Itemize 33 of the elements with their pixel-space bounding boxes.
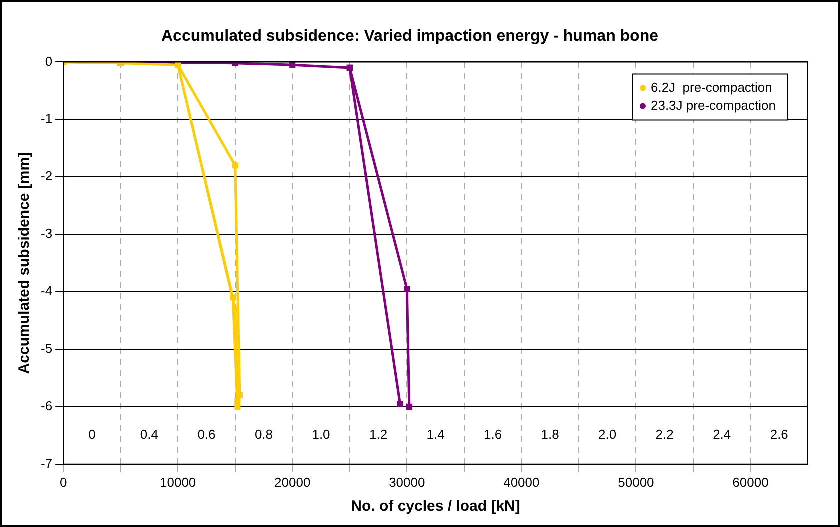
y-axis-title: Accumulated subsidence [mm] [16,152,34,374]
legend-label: 6.2J pre-compaction [650,80,772,95]
annotation: 0 [88,427,96,442]
chart-title: Accumulated subsidence: Varied impaction energy - human bone [162,28,659,46]
annotation: 2.4 [713,427,732,442]
legend-label: 23.3J pre-compaction [650,98,776,113]
x-tick-label: 10000 [160,474,196,490]
x-tick-label: 20000 [274,474,311,490]
x-tick-label: 30000 [389,474,426,490]
y-tick-label: -1 [40,111,53,126]
y-tick-label: 0 [45,54,53,69]
annotation: 1.2 [369,427,388,442]
annotation: 1.4 [426,427,445,442]
y-tick-label: -6 [40,398,53,414]
annotation: 1.0 [312,427,330,442]
annotation: 2.2 [656,427,674,442]
y-tick-label: -2 [40,168,53,184]
y-tick-label: -3 [40,226,53,242]
annotation: 1.8 [541,427,560,442]
x-tick-label: 40000 [504,474,540,490]
x-tick-label: 60000 [732,474,769,490]
annotation: 0.4 [140,427,158,442]
y-tick-label: -5 [40,341,53,356]
annotation: 2.0 [598,427,617,442]
annotation: 1.6 [484,427,502,442]
y-tick-label: -4 [40,284,53,299]
x-tick-label: 50000 [618,474,654,490]
x-axis-title: No. of cycles / load [kN] [351,498,520,516]
annotation: 2.6 [770,427,788,442]
x-tick-label: 0 [60,474,68,490]
annotation: 0.6 [198,427,216,442]
annotation: 0.8 [254,427,274,442]
y-tick-label: -7 [40,456,53,471]
